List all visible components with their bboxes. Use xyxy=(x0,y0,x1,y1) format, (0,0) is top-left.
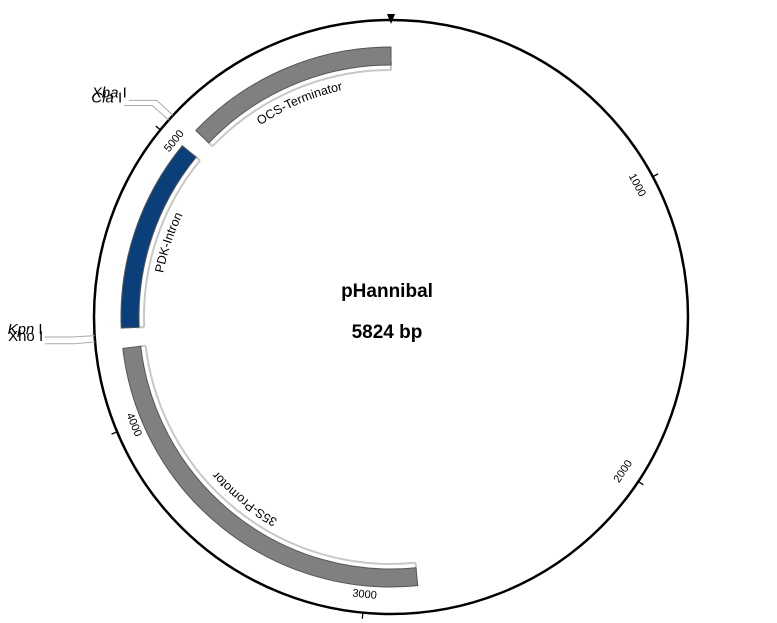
tick-label-3000: 3000 xyxy=(352,588,378,602)
feature-35s-promotor xyxy=(122,345,419,588)
feature-pdk-intron xyxy=(120,145,197,329)
tick-label-1000: 1000 xyxy=(626,172,648,199)
tick-mark-1000 xyxy=(651,173,659,178)
tick-mark-5000 xyxy=(155,125,162,131)
inner-arc-pdk-intron xyxy=(143,159,201,328)
plasmid-backbone xyxy=(92,18,690,616)
origin-marker xyxy=(387,14,395,24)
tick-mark-4000 xyxy=(111,430,119,435)
plasmid-name: pHannibal xyxy=(341,281,433,302)
site-line-kpn-i xyxy=(44,335,95,338)
tick-mark-2000 xyxy=(637,480,644,486)
site-label-kpn-i: Kpn I xyxy=(8,321,43,338)
site-line-xho-i xyxy=(45,341,96,345)
inner-arc-35s-promotor xyxy=(144,345,416,565)
feature-inner-arcs xyxy=(136,62,418,571)
site-label-cla-i: Cla I xyxy=(91,89,122,106)
feature-arrows xyxy=(120,46,419,588)
site-line-xba-i xyxy=(128,99,174,116)
site-line-cla-i xyxy=(124,104,170,121)
tick-mark-3000 xyxy=(361,611,364,619)
feature-ocs-terminator xyxy=(195,46,392,144)
site-label-xba-i: Xba I xyxy=(91,84,127,101)
plasmid-size: 5824 bp xyxy=(352,322,423,343)
tick-label-2000: 2000 xyxy=(612,458,636,485)
feature-label-path xyxy=(161,344,414,549)
inner-arc-ocs-terminator xyxy=(211,69,392,148)
site-label-xho-i: Xho I xyxy=(8,328,43,345)
